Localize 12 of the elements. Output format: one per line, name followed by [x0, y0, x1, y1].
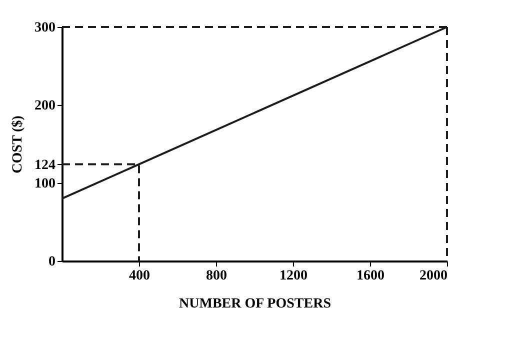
- y-axis-title: COST ($): [10, 115, 26, 174]
- x-tick-label: 800: [206, 268, 227, 284]
- x-tick-label: 2000: [420, 268, 448, 284]
- y-tick-label: 0: [48, 254, 56, 270]
- y-tick-label: 100: [34, 176, 56, 192]
- x-tick-label: 1200: [280, 268, 308, 284]
- x-tick-label: 400: [129, 268, 150, 284]
- y-tick-label: 200: [34, 98, 56, 114]
- x-axis-title: NUMBER OF POSTERS: [179, 296, 332, 312]
- y-tick-label: 124: [34, 158, 56, 173]
- y-tick-label: 300: [34, 20, 56, 36]
- x-tick-label: 1600: [356, 268, 384, 284]
